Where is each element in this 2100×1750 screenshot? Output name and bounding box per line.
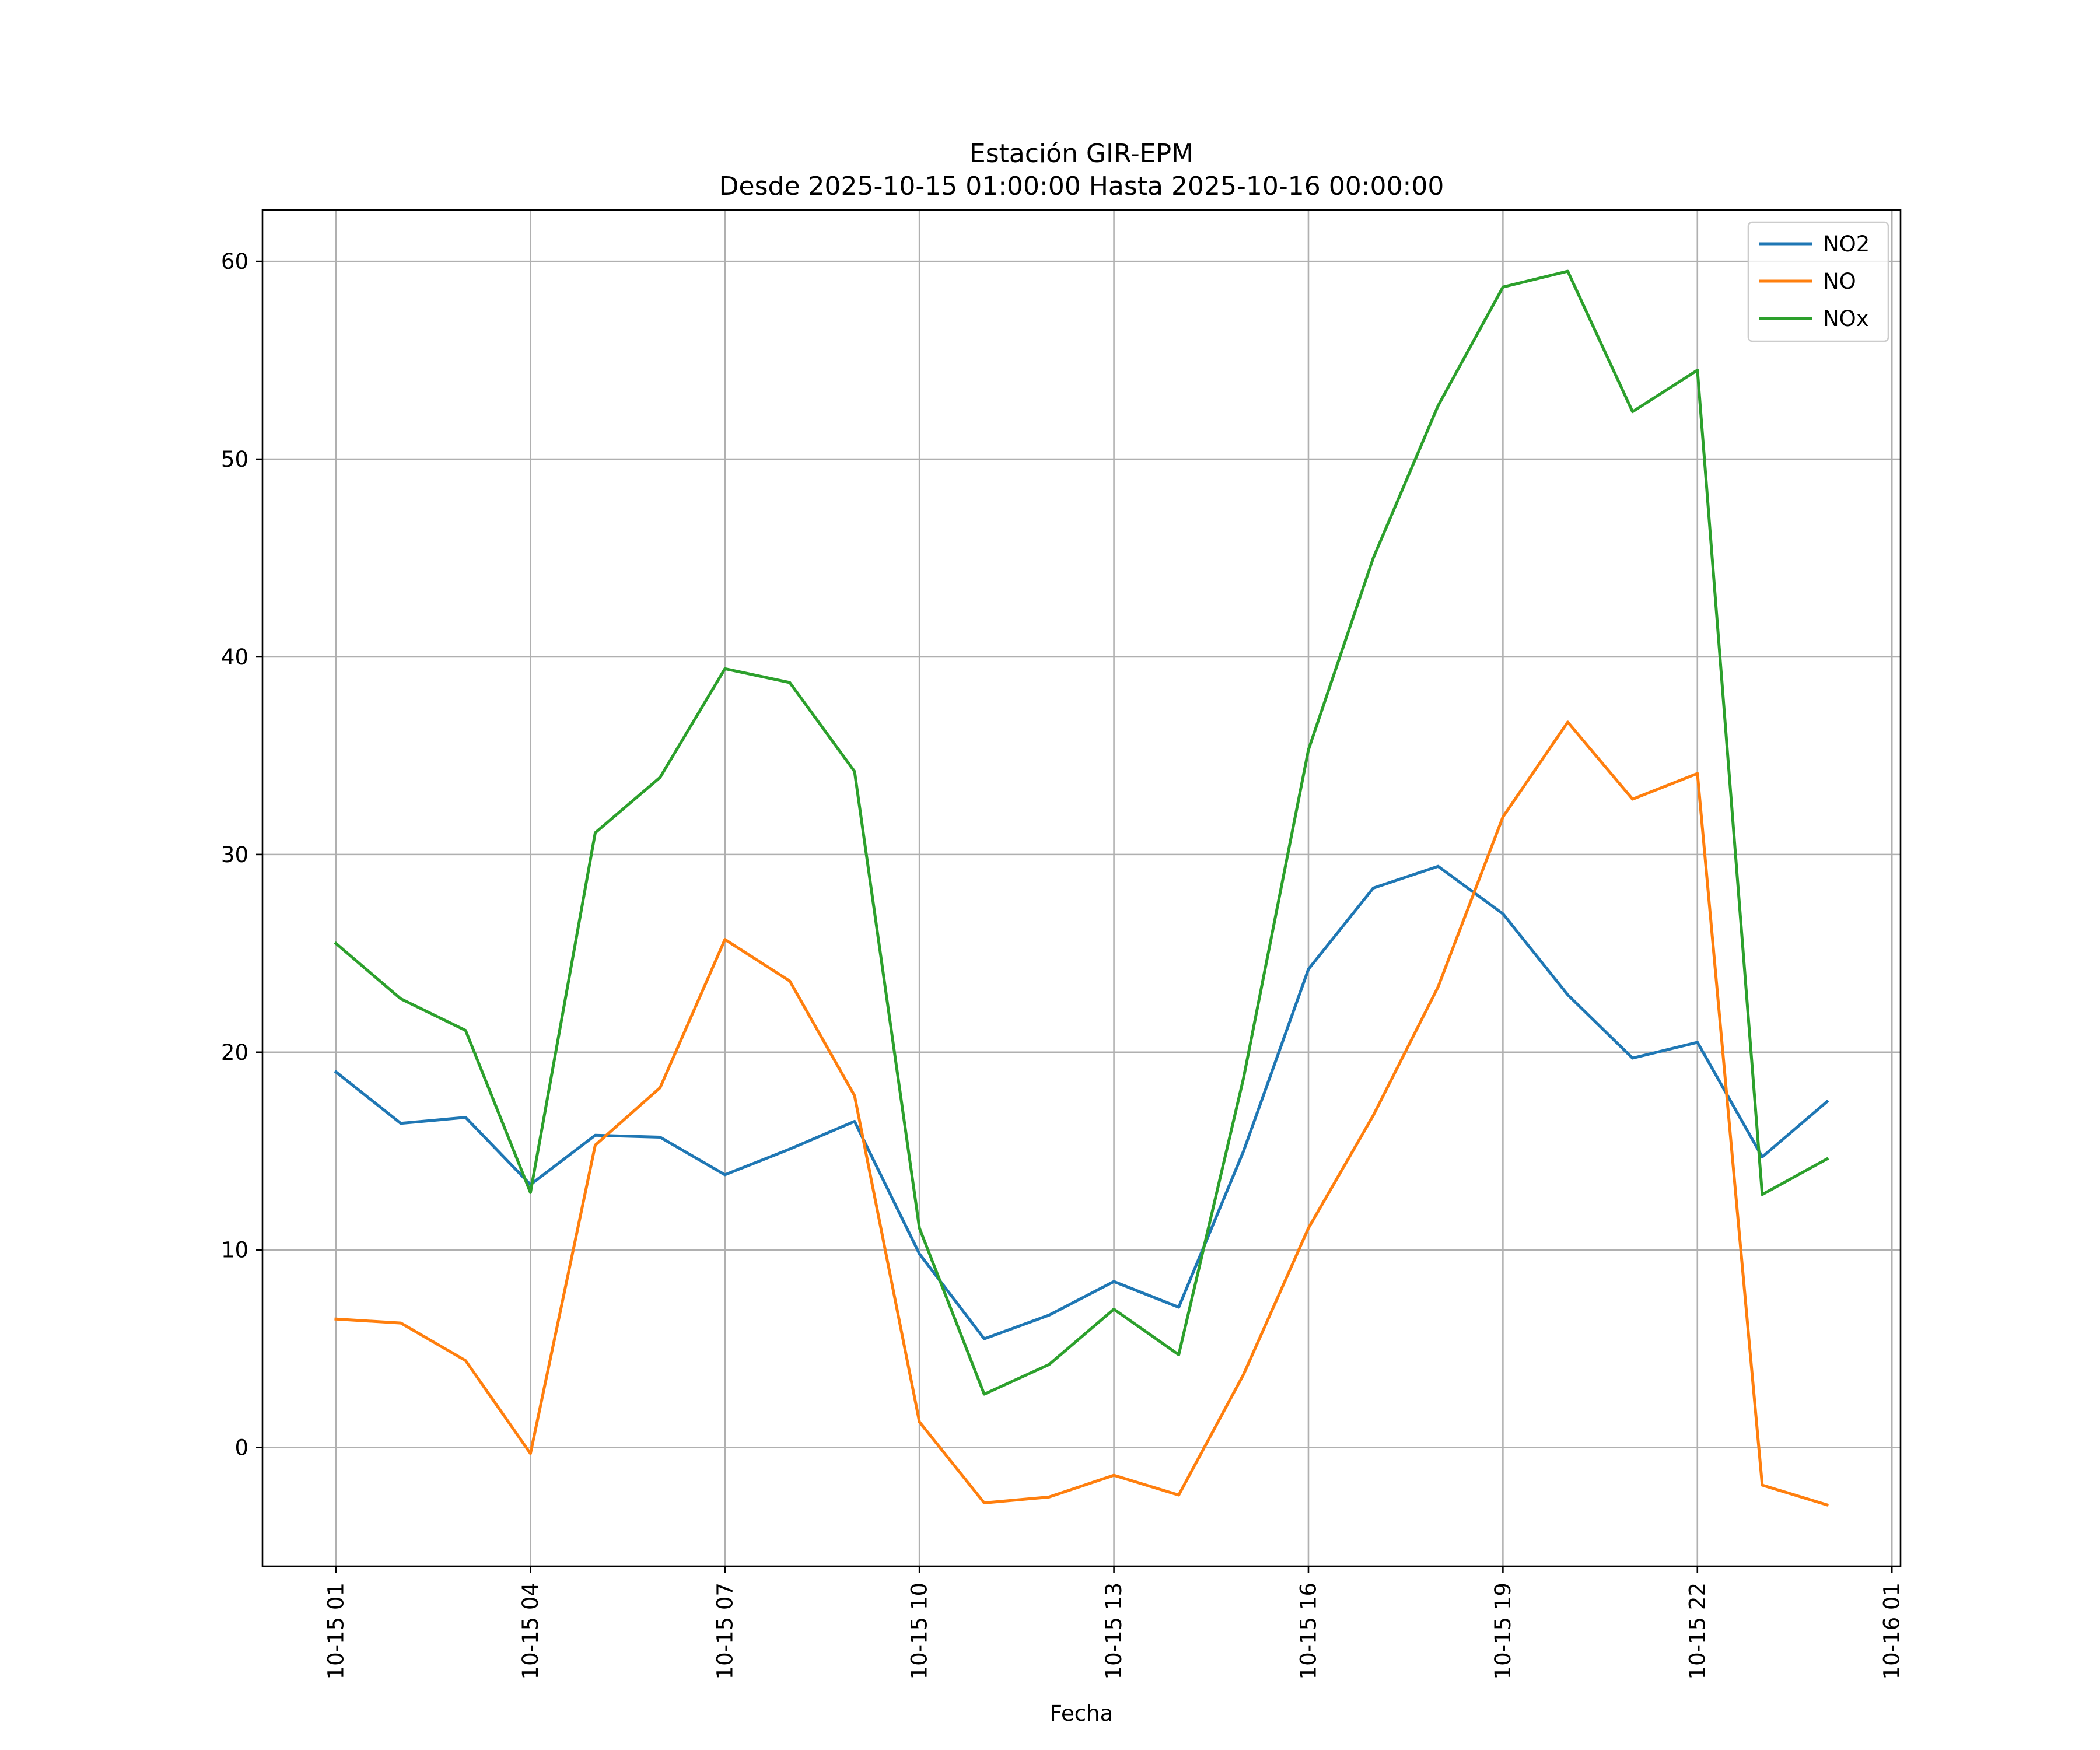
x-tick-label: 10-15 19: [1490, 1583, 1516, 1679]
legend-box: [1747, 221, 1889, 342]
series-line-no2: [334, 864, 1829, 1340]
chart-title: Estación GIR-EPM: [970, 139, 1194, 169]
y-tick-label: 60: [221, 249, 249, 274]
y-tick-label: 40: [221, 645, 249, 670]
y-tick-label: 0: [235, 1436, 249, 1461]
x-tick-label: 10-15 22: [1685, 1583, 1710, 1679]
legend-label-no2: NO2: [1823, 232, 1870, 257]
x-axis-label: Fecha: [1050, 1701, 1114, 1726]
x-tick-label: 10-15 10: [907, 1583, 932, 1679]
x-tick-label: 10-15 16: [1296, 1583, 1321, 1679]
grid: [262, 210, 1901, 1566]
x-tick-label: 10-15 01: [323, 1583, 348, 1679]
x-tick-label: 10-15 04: [518, 1583, 543, 1679]
y-tick-label: 50: [221, 447, 249, 472]
x-tick-label: 10-16 01: [1880, 1583, 1905, 1679]
x-tick-label: 10-15 13: [1101, 1583, 1126, 1679]
x-axis: 10-15 01 10-15 04 10-15 07 10-15 10 10-15 13…: [323, 1566, 1905, 1679]
series-line-no: [334, 720, 1829, 1507]
x-tick-label: 10-15 07: [712, 1583, 737, 1679]
y-tick-label: 30: [221, 842, 249, 867]
legend: NO2 NO NOx: [1747, 221, 1889, 342]
legend-label-no: NO: [1823, 269, 1856, 294]
chart-subtitle: Desde 2025-10-15 01:00:00 Hasta 2025-10-…: [719, 172, 1444, 201]
plot-frame: [261, 209, 1902, 1567]
y-tick-label: 10: [221, 1238, 249, 1263]
plot-series: [334, 270, 1829, 1507]
series-line-nox: [334, 270, 1829, 1396]
legend-label-nox: NOx: [1823, 306, 1869, 331]
y-axis: 0 10 20 30 40 50 60: [221, 249, 262, 1461]
y-tick-label: 20: [221, 1040, 249, 1065]
